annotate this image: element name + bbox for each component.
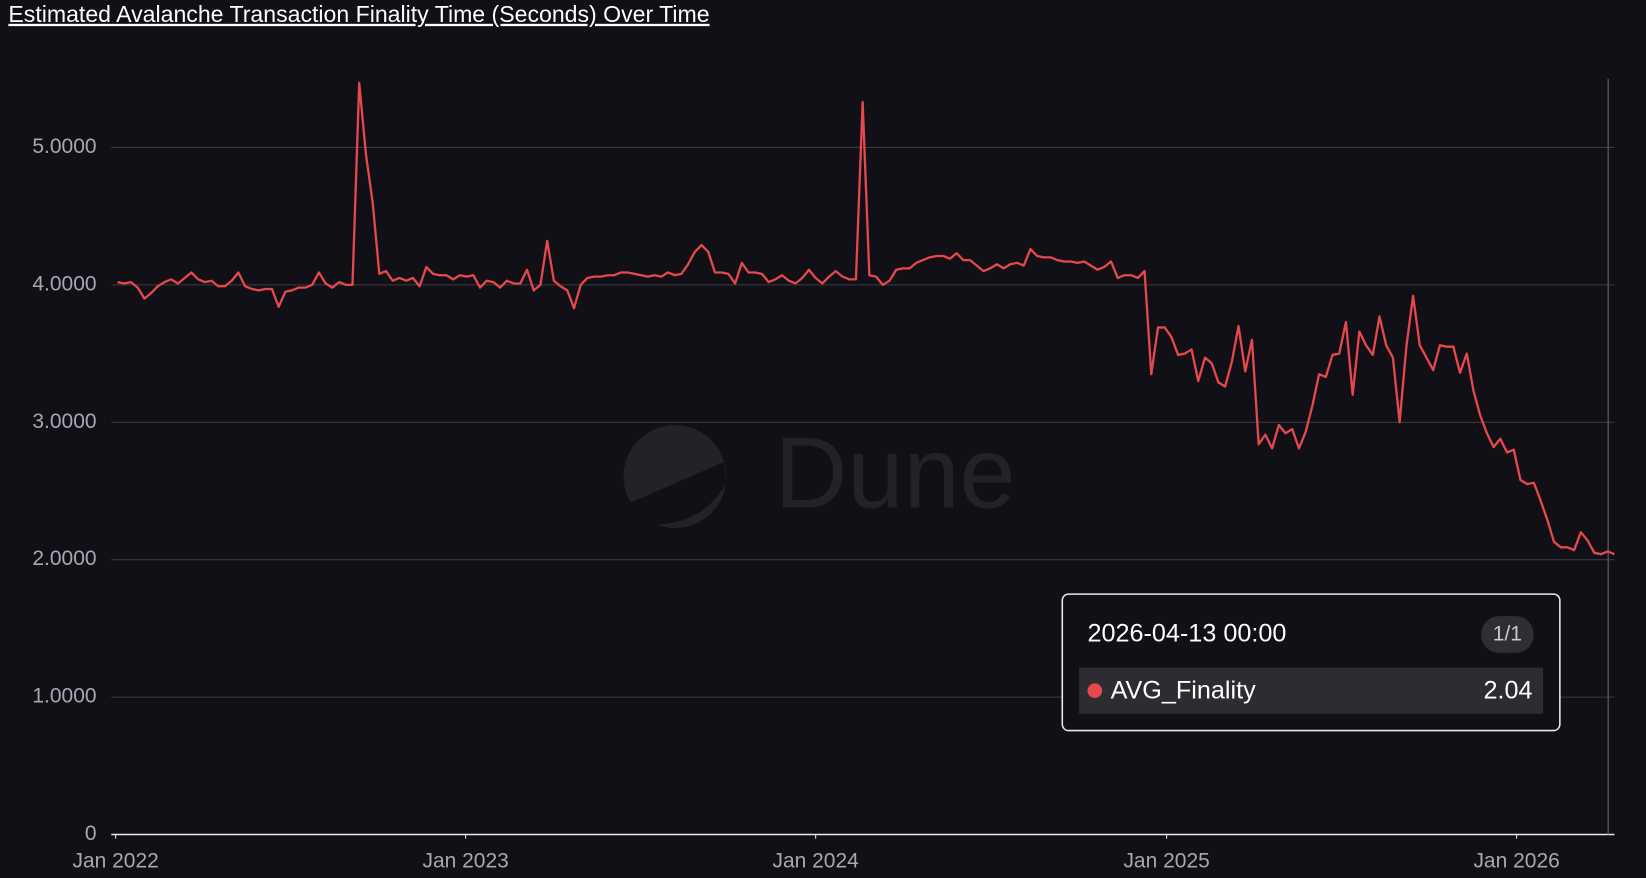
chart-body: Estimated Avalanche Transaction Finality…: [8, 1, 1615, 872]
x-tick-label: Jan 2024: [772, 849, 859, 872]
x-tick-label: Jan 2025: [1123, 849, 1209, 872]
plot-area: 0 1.0000 2.0000 3.0000 4.0000 5.0000 Jan 2022 J…: [32, 78, 1615, 872]
watermark-logo-cut: [627, 461, 727, 525]
chart-title[interactable]: Estimated Avalanche Transaction Finality…: [8, 1, 709, 27]
x-tick-label: Jan 2023: [422, 849, 508, 872]
y-tick-label: 5.0000: [32, 135, 96, 158]
tooltip-counter: 1/1: [1493, 623, 1522, 646]
tooltip-value: 2.04: [1484, 676, 1533, 704]
x-tick-label: Jan 2026: [1473, 849, 1559, 872]
y-tick-label: 4.0000: [32, 272, 96, 295]
tooltip-title: 2026-04-13 00:00: [1087, 620, 1286, 648]
tooltip-series-name: AVG_Finality: [1111, 676, 1257, 704]
tooltip-row: [1079, 667, 1544, 714]
watermark: Dune: [623, 417, 1016, 529]
series-line: [117, 81, 1615, 556]
x-tick-label: Jan 2022: [72, 849, 158, 872]
watermark-text: Dune: [775, 417, 1016, 529]
y-tick-label: 1.0000: [32, 685, 96, 708]
legend-marker: [1087, 683, 1103, 699]
tooltip: 2026-04-13 00:00 1/1 AVG_Finality 2.04: [1061, 593, 1561, 732]
y-tick-label: 3.0000: [32, 410, 96, 433]
y-tick-label: 2.0000: [32, 547, 96, 570]
tooltip-counter-pill: [1481, 616, 1534, 653]
y-tick-label: 0: [85, 822, 97, 845]
